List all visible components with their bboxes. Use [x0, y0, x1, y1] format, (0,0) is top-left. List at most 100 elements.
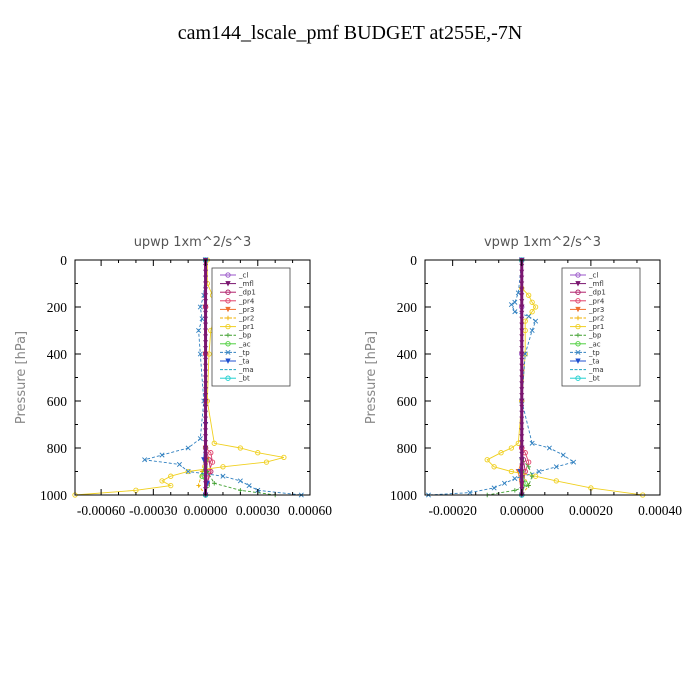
centerline-marker-29	[519, 428, 525, 433]
series-line_tp	[144, 259, 302, 496]
series-point_pr4-5	[208, 450, 214, 456]
centerline-marker-25	[519, 404, 525, 409]
series-point_pr1-5	[529, 309, 535, 315]
panel-title: vpwp 1xm^2/s^3	[484, 235, 601, 250]
series-point_pr1-3	[529, 299, 535, 305]
legend-label_mfl: _mfl	[238, 280, 254, 288]
series-point_tp-12	[185, 468, 191, 475]
centerline-marker-23	[519, 393, 525, 398]
centerline-marker-18	[519, 363, 525, 368]
centerline-marker-34	[519, 457, 525, 462]
centerline-marker-36	[203, 469, 209, 474]
page-title: cam144_lscale_pmf BUDGET at255E,-7N	[177, 22, 523, 44]
centerline-marker-15	[203, 346, 209, 351]
legend-marker_bt	[575, 375, 581, 381]
x-tick-label: 0.00040	[638, 503, 682, 518]
series-point_tp-13	[220, 473, 226, 479]
centerline-marker-2	[203, 269, 209, 274]
legend-label_ac: _ac	[238, 340, 251, 348]
series-point_tp-15	[246, 483, 252, 489]
y-axis-label: Pressure [hPa]	[364, 331, 379, 424]
centerline-marker-16	[519, 352, 525, 356]
centerline-marker-37	[519, 475, 525, 480]
series-point_tp-5	[197, 351, 203, 357]
legend-marker_pr3	[575, 306, 581, 313]
centerline-marker-13	[519, 334, 525, 339]
legend-label_bt: _bt	[588, 375, 600, 383]
series-point_tp-6	[533, 318, 539, 324]
centerline-marker-18	[203, 363, 209, 368]
legend-marker_bt	[225, 375, 231, 381]
legend-marker_tp	[575, 349, 581, 355]
series-point_tp-13	[571, 459, 577, 465]
series-point_tp-4	[512, 309, 518, 315]
legend-label_pr4: _pr4	[238, 297, 255, 305]
series-point_pr1-4	[532, 304, 539, 310]
x-tick-label: -0.00030	[129, 503, 178, 518]
legend-marker_cl	[225, 272, 231, 278]
series-point_bp-2	[526, 464, 531, 469]
legend: _cl_mfl_dp1_pr4_pr3_pr2_pr1_bp_ac_tp_ta_…	[561, 267, 641, 387]
centerline-marker-38	[519, 481, 525, 486]
legend-marker_ac	[575, 341, 581, 347]
centerline-marker-21	[203, 381, 209, 386]
legend-label_dp1: _dp1	[238, 289, 256, 297]
x-tick-label: -0.00020	[428, 503, 477, 518]
chart-panel-2: 0 200 400 600 800 1000 -0.00020 0.00000 0.00020 0…	[364, 235, 682, 518]
legend-label_pr3: _pr3	[588, 306, 604, 314]
series-point_pr1-15	[508, 468, 515, 475]
legend-marker_mfl	[575, 281, 581, 287]
centerline-marker-11	[203, 322, 209, 327]
centerline-marker-28	[519, 422, 525, 427]
centerline-marker-10	[519, 316, 525, 321]
y-tick-label: 1000	[390, 488, 417, 503]
legend-marker_dp1	[575, 289, 581, 295]
centerline-marker-37	[203, 475, 209, 480]
legend-marker_bp	[225, 333, 231, 338]
centerline-marker-25	[203, 404, 209, 409]
centerline-marker-7	[519, 299, 525, 304]
legend-label_cl: _cl	[238, 272, 248, 280]
legend-marker_pr2	[225, 315, 231, 321]
series-point_tp-2	[197, 304, 203, 310]
legend-label_ac: _ac	[588, 340, 601, 348]
series-point_bp-3	[529, 474, 535, 479]
legend-label_mfl: _mfl	[588, 280, 604, 288]
y-tick-label: 1000	[40, 488, 67, 503]
legend-marker_dp1	[225, 289, 231, 295]
centerline-marker-8	[203, 305, 209, 309]
legend-label_pr4: _pr4	[588, 297, 605, 305]
series-point_tp-10	[142, 457, 148, 463]
legend-marker_pr4	[575, 298, 581, 304]
centerline-marker-13	[203, 334, 209, 339]
centerline-marker-22	[203, 387, 209, 392]
series-point_tp-14	[237, 478, 243, 484]
series-point_tp-7	[529, 327, 535, 334]
centerline-marker-36	[519, 469, 525, 474]
y-tick-label: 600	[47, 394, 68, 409]
series-point_tp-1	[515, 290, 521, 296]
series-point_pr2-3	[196, 483, 201, 488]
legend-marker_pr2	[575, 315, 581, 321]
series-point_bp-3	[212, 481, 217, 486]
centerline-marker-16	[203, 352, 209, 356]
legend-marker_pr3	[225, 306, 231, 313]
series-point_tp-11	[546, 445, 552, 451]
series-point_tp-12	[560, 452, 566, 458]
series-point_tp-15	[536, 468, 542, 475]
series-point_tp-5	[526, 313, 532, 319]
series-point_pr1-12	[498, 450, 504, 456]
centerline-marker-22	[519, 387, 525, 392]
y-tick-label: 200	[47, 300, 68, 315]
centerline-marker-35	[203, 463, 209, 468]
x-tick-label: 0.00060	[288, 503, 332, 518]
legend-label_cl: _cl	[588, 272, 598, 280]
legend-label_pr2: _pr2	[238, 315, 254, 323]
legend-marker_ta	[575, 358, 581, 364]
series-point_pr1-14	[491, 464, 497, 470]
y-tick-label: 600	[397, 394, 418, 409]
centerline-marker-34	[203, 457, 209, 462]
centerline-marker-30	[519, 434, 525, 439]
series-point_tp-11	[176, 461, 182, 467]
